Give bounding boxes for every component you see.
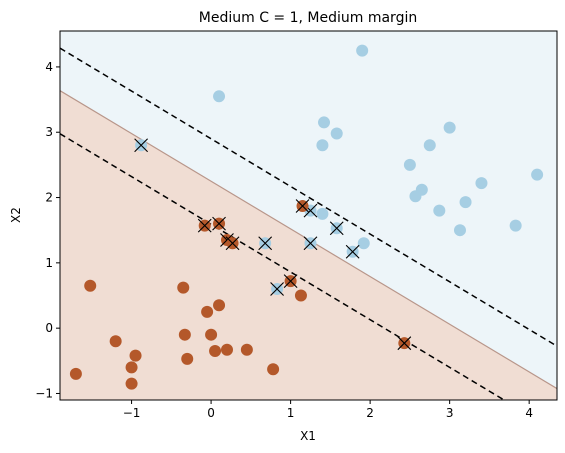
data-point-class-0 (109, 335, 122, 348)
y-tick-label: 0 (45, 321, 53, 335)
data-point-class-1 (531, 168, 544, 181)
data-point-class-0 (240, 343, 253, 356)
support-vector-class-0 (397, 336, 412, 351)
data-point-class-0 (69, 367, 82, 380)
support-vector-class-1 (270, 282, 284, 296)
support-vector-class-0 (225, 236, 240, 251)
x-tick-label: 4 (525, 406, 533, 420)
data-points (69, 44, 544, 390)
data-point-class-0 (84, 279, 97, 292)
x-tick-label: 2 (366, 406, 374, 420)
x-tick-label: 3 (446, 406, 454, 420)
data-point-class-0 (177, 281, 190, 294)
chart-title: Medium C = 1, Medium margin (199, 10, 417, 26)
data-point-class-1 (316, 207, 329, 220)
data-point-class-1 (475, 177, 488, 190)
support-vector-markers (134, 138, 412, 351)
x-tick-label: −1 (123, 406, 141, 420)
data-point-class-1 (409, 190, 422, 203)
support-vector-class-0 (283, 274, 298, 289)
y-tick-label: 2 (45, 191, 53, 205)
x-tick-label: 0 (207, 406, 215, 420)
data-point-class-0 (205, 328, 218, 341)
data-point-class-1 (403, 158, 416, 171)
data-point-class-0 (201, 305, 214, 318)
data-point-class-1 (356, 44, 369, 57)
data-point-class-0 (181, 352, 194, 365)
y-tick-label: 3 (45, 125, 53, 139)
data-point-class-0 (213, 299, 226, 312)
margin-line-1 (60, 47, 557, 347)
support-vector-class-1 (345, 244, 360, 259)
data-point-class-1 (453, 224, 466, 237)
y-axis: −1 0 1 2 3 4 (35, 60, 60, 400)
x-axis: −1 0 1 2 3 4 (123, 400, 533, 420)
data-point-class-1 (423, 139, 436, 152)
support-vector-class-0 (197, 218, 212, 233)
y-tick-label: 4 (45, 60, 53, 74)
y-tick-label: −1 (35, 386, 53, 400)
y-axis-label: X2 (9, 207, 23, 223)
data-point-class-1 (318, 116, 331, 129)
margin-line-2 (60, 133, 506, 400)
data-point-class-1 (509, 219, 522, 232)
data-point-class-0 (178, 328, 191, 341)
data-point-class-0 (125, 361, 138, 374)
support-vector-class-0 (212, 216, 226, 231)
x-tick-label: 1 (287, 406, 295, 420)
data-point-class-1 (213, 90, 226, 103)
support-vector-class-1 (303, 236, 318, 251)
data-point-class-1 (330, 127, 343, 140)
support-vector-class-1 (329, 221, 344, 236)
data-point-class-1 (316, 139, 329, 152)
data-point-class-0 (125, 377, 138, 390)
support-vector-class-0 (295, 199, 310, 213)
data-point-class-0 (220, 343, 233, 356)
x-axis-label: X1 (300, 429, 316, 443)
data-point-class-0 (294, 289, 307, 302)
data-point-class-1 (443, 121, 456, 134)
support-vector-class-1 (134, 138, 148, 153)
support-vector-class-1 (258, 236, 273, 251)
data-point-class-0 (129, 349, 142, 362)
data-point-class-1 (459, 196, 472, 209)
data-point-class-0 (209, 345, 222, 358)
data-point-class-0 (267, 363, 280, 376)
data-point-class-1 (357, 237, 370, 250)
data-point-class-1 (433, 204, 446, 217)
y-tick-label: 1 (45, 256, 53, 270)
plot-frame (59, 30, 558, 401)
